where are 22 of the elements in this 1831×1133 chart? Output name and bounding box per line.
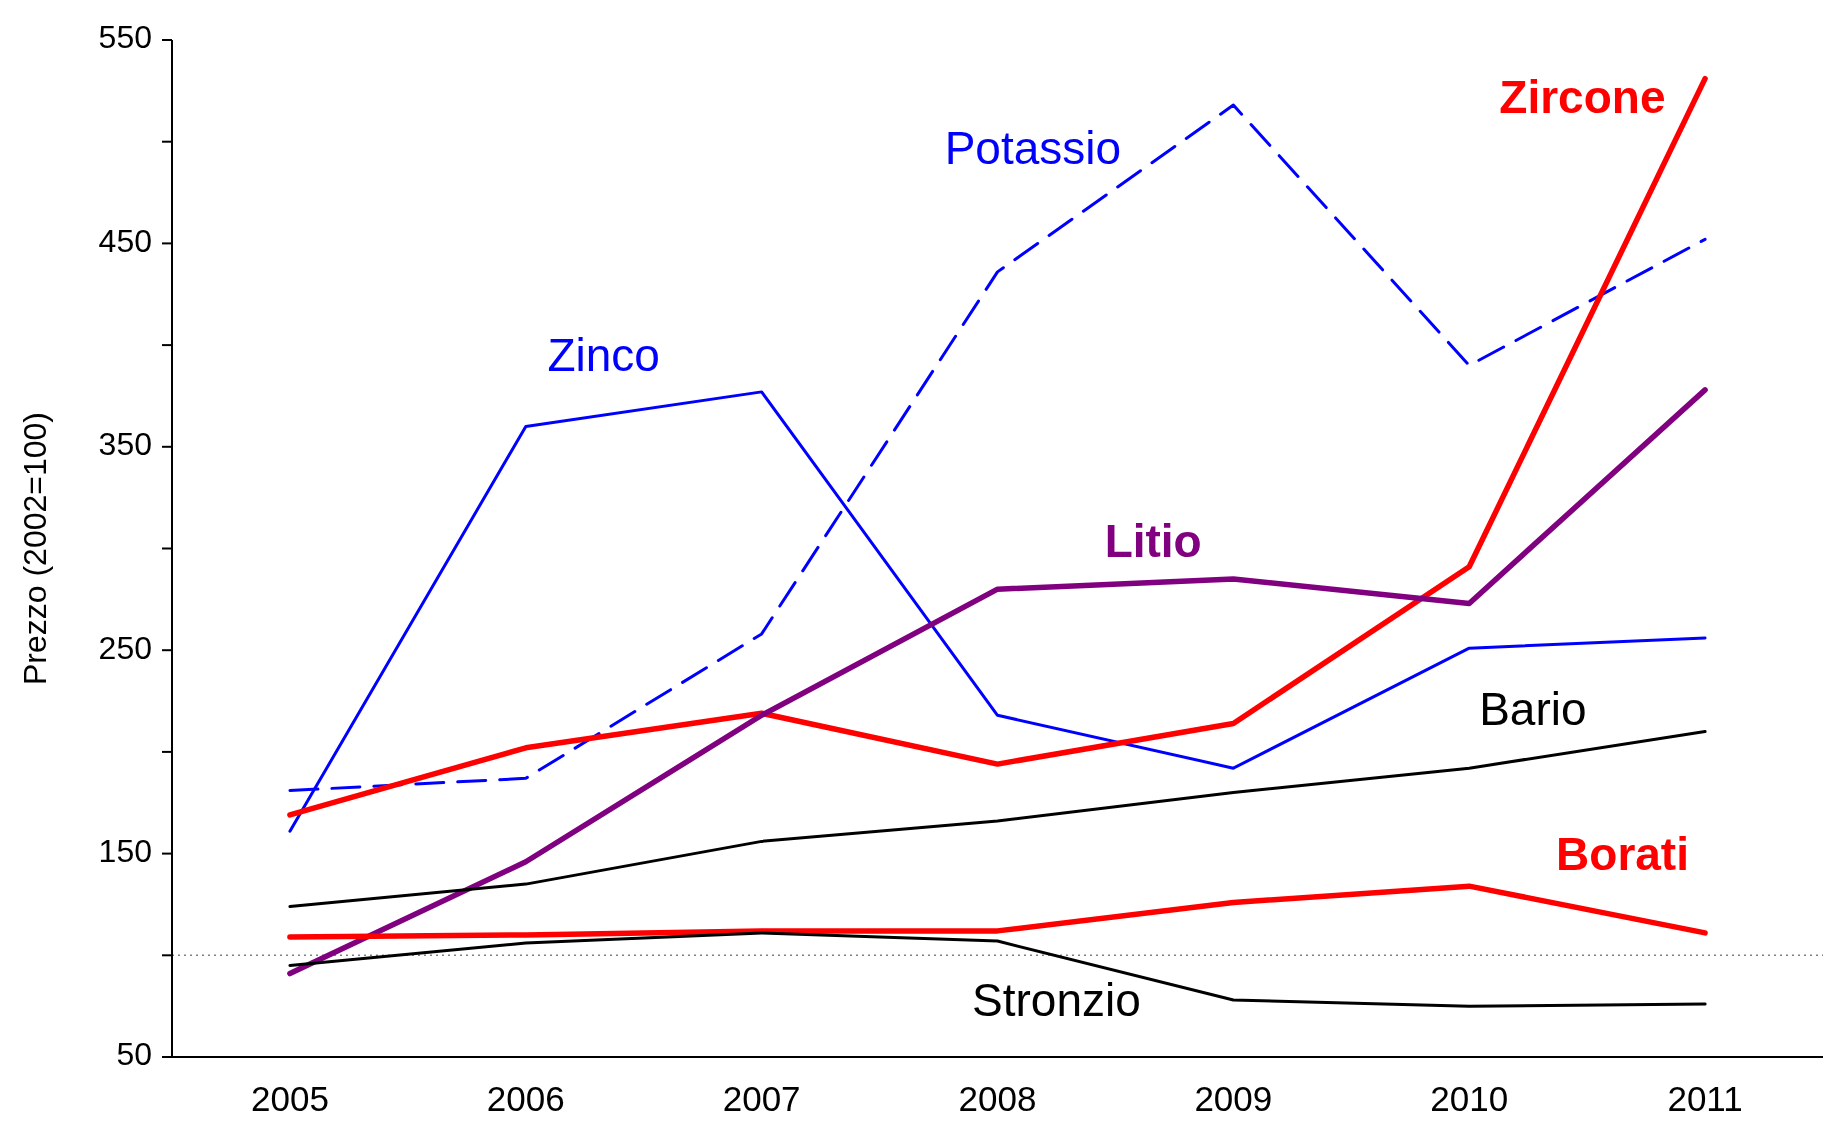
x-tick-label: 2009 (1194, 1079, 1273, 1118)
series-label: Zircone (1499, 71, 1666, 124)
series-label: Potassio (944, 122, 1122, 175)
y-tick-label: 150 (98, 833, 152, 870)
series-label: Litio (1104, 514, 1202, 567)
x-tick-label: 2011 (1667, 1079, 1743, 1118)
series-label: Stronzio (972, 974, 1141, 1027)
x-tick-label: 2005 (250, 1079, 329, 1118)
x-tick-label: 2006 (486, 1079, 565, 1118)
x-tick-label: 2007 (722, 1079, 801, 1118)
y-axis-title: Prezzo (2002=100) (17, 411, 53, 686)
series-label: Borati (1556, 827, 1689, 880)
x-tick-label: 2010 (1430, 1079, 1509, 1118)
x-tick-label: 2008 (958, 1079, 1037, 1118)
y-tick-label: 350 (98, 426, 152, 463)
series-label: Zinco (547, 329, 660, 382)
y-tick-label: 550 (98, 19, 152, 56)
y-tick-label: 450 (98, 222, 152, 259)
y-tick-label: 250 (98, 629, 152, 666)
y-tick-label: 50 (116, 1036, 152, 1073)
line-series (288, 730, 1707, 908)
series-label: Bario (1479, 683, 1587, 736)
